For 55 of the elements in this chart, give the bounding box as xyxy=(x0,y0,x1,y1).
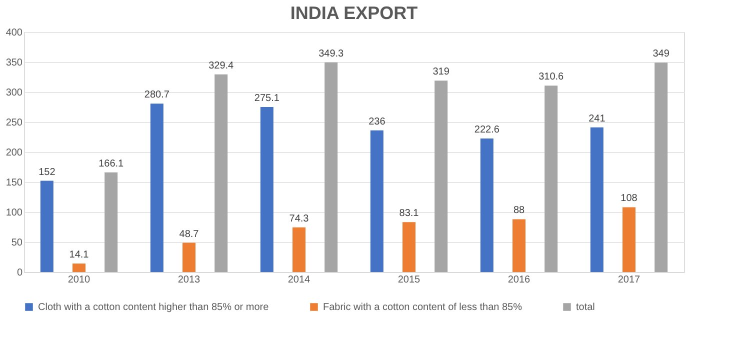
data-label: 108 xyxy=(620,193,638,204)
data-label: 349 xyxy=(652,48,670,60)
bar xyxy=(324,62,338,272)
data-label: 329.4 xyxy=(208,60,234,72)
y-tick-label: 250 xyxy=(6,118,23,128)
bar xyxy=(512,219,526,272)
bar xyxy=(590,127,604,272)
legend-label: total xyxy=(576,302,595,313)
x-tick-label: 2010 xyxy=(68,274,91,286)
data-label: 74.3 xyxy=(289,213,310,224)
data-label: 48.7 xyxy=(179,228,200,240)
x-tick-label: 2013 xyxy=(178,274,201,286)
data-label: 236 xyxy=(368,116,386,128)
bar xyxy=(104,172,118,272)
x-tick-label: 2016 xyxy=(508,274,531,286)
data-label: 222.6 xyxy=(474,124,500,136)
bar xyxy=(480,138,494,272)
y-tick-label: 100 xyxy=(6,208,23,218)
data-label: 310.6 xyxy=(538,72,564,83)
y-tick-label: 400 xyxy=(6,28,23,38)
y-tick-label: 150 xyxy=(6,178,23,188)
data-label: 14.1 xyxy=(69,250,90,261)
data-label: 241 xyxy=(588,113,606,124)
data-label: 166.1 xyxy=(98,158,124,170)
y-tick-label: 350 xyxy=(6,58,23,68)
bar xyxy=(40,180,54,272)
bar xyxy=(622,207,636,272)
data-label: 83.1 xyxy=(399,208,420,220)
legend-label: Fabric with a cotton content of less than 85% xyxy=(323,302,522,313)
bar xyxy=(182,242,196,272)
bar xyxy=(370,130,384,272)
bar xyxy=(654,62,668,272)
bar xyxy=(292,227,306,272)
data-label: 280.7 xyxy=(144,90,170,101)
y-tick-label: 0 xyxy=(16,268,23,278)
x-tick-label: 2017 xyxy=(618,274,641,286)
bar xyxy=(402,222,416,272)
y-tick-label: 300 xyxy=(6,88,23,98)
legend-label: Cloth with a cotton content higher than 85% or more xyxy=(38,302,270,313)
data-label: 152 xyxy=(38,166,56,178)
bar xyxy=(544,86,558,272)
y-tick-label: 200 xyxy=(6,148,23,158)
data-label: 88 xyxy=(513,205,525,216)
data-label: 275.1 xyxy=(254,92,280,104)
bar xyxy=(150,104,164,272)
x-tick-label: 2015 xyxy=(398,274,421,286)
bar xyxy=(72,264,86,272)
bar xyxy=(214,74,228,272)
data-label: 349.3 xyxy=(318,48,344,60)
y-tick-label: 50 xyxy=(11,238,23,248)
bar xyxy=(260,106,274,272)
x-tick-label: 2014 xyxy=(288,274,311,286)
data-label: 319 xyxy=(432,66,450,78)
chart-title: INDIA EXPORT xyxy=(290,3,418,23)
bar xyxy=(434,80,448,272)
